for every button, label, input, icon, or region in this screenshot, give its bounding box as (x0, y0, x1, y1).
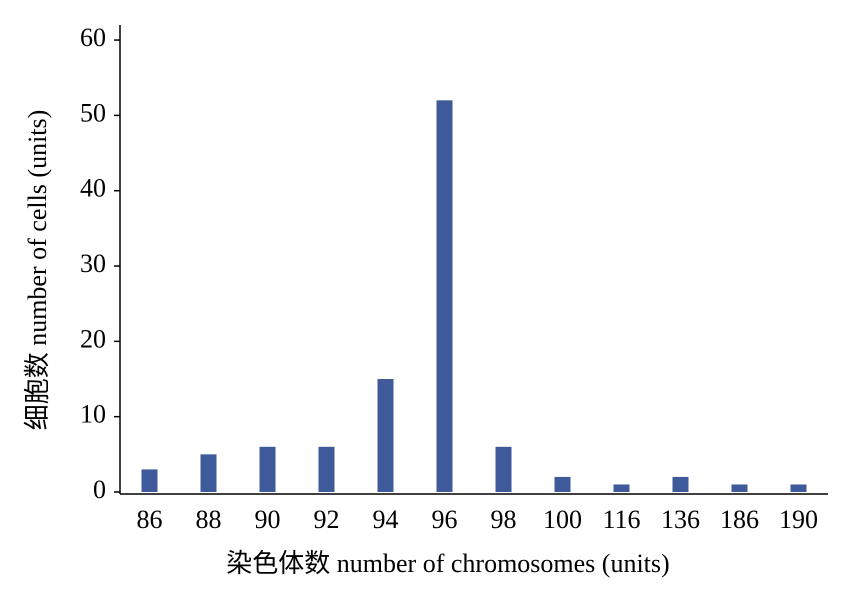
y-tick-label: 10 (80, 400, 106, 429)
y-tick-label: 40 (80, 174, 106, 203)
x-tick-label: 86 (137, 505, 163, 534)
y-tick-label: 60 (80, 23, 106, 52)
x-tick-label: 186 (720, 505, 759, 534)
y-tick-label: 20 (80, 324, 106, 353)
bar (436, 100, 453, 493)
y-tick-label: 30 (80, 249, 106, 278)
x-tick-label: 92 (314, 505, 340, 534)
bar (731, 484, 748, 492)
x-tick-label: 94 (373, 505, 399, 534)
x-tick-label: 90 (255, 505, 281, 534)
bar (200, 454, 217, 492)
bar (141, 469, 158, 492)
bar (672, 476, 689, 492)
bar (377, 379, 394, 492)
x-axis-label: 染色体数 number of chromosomes (units) (226, 549, 669, 578)
x-tick-label: 100 (543, 505, 582, 534)
bar (495, 446, 512, 492)
y-tick-label: 0 (93, 475, 106, 504)
bar (613, 484, 630, 492)
y-axis-label: 细胞数 number of cells (units) (23, 110, 52, 431)
x-tick-label: 116 (602, 505, 640, 534)
x-tick-label: 96 (432, 505, 458, 534)
bar (790, 484, 807, 492)
x-tick-label: 98 (491, 505, 517, 534)
x-tick-label: 88 (196, 505, 222, 534)
y-tick-label: 50 (80, 98, 106, 127)
bar (318, 446, 335, 492)
x-tick-label: 136 (661, 505, 700, 534)
bar (554, 476, 571, 492)
x-tick-label: 190 (779, 505, 818, 534)
bar (259, 446, 276, 492)
